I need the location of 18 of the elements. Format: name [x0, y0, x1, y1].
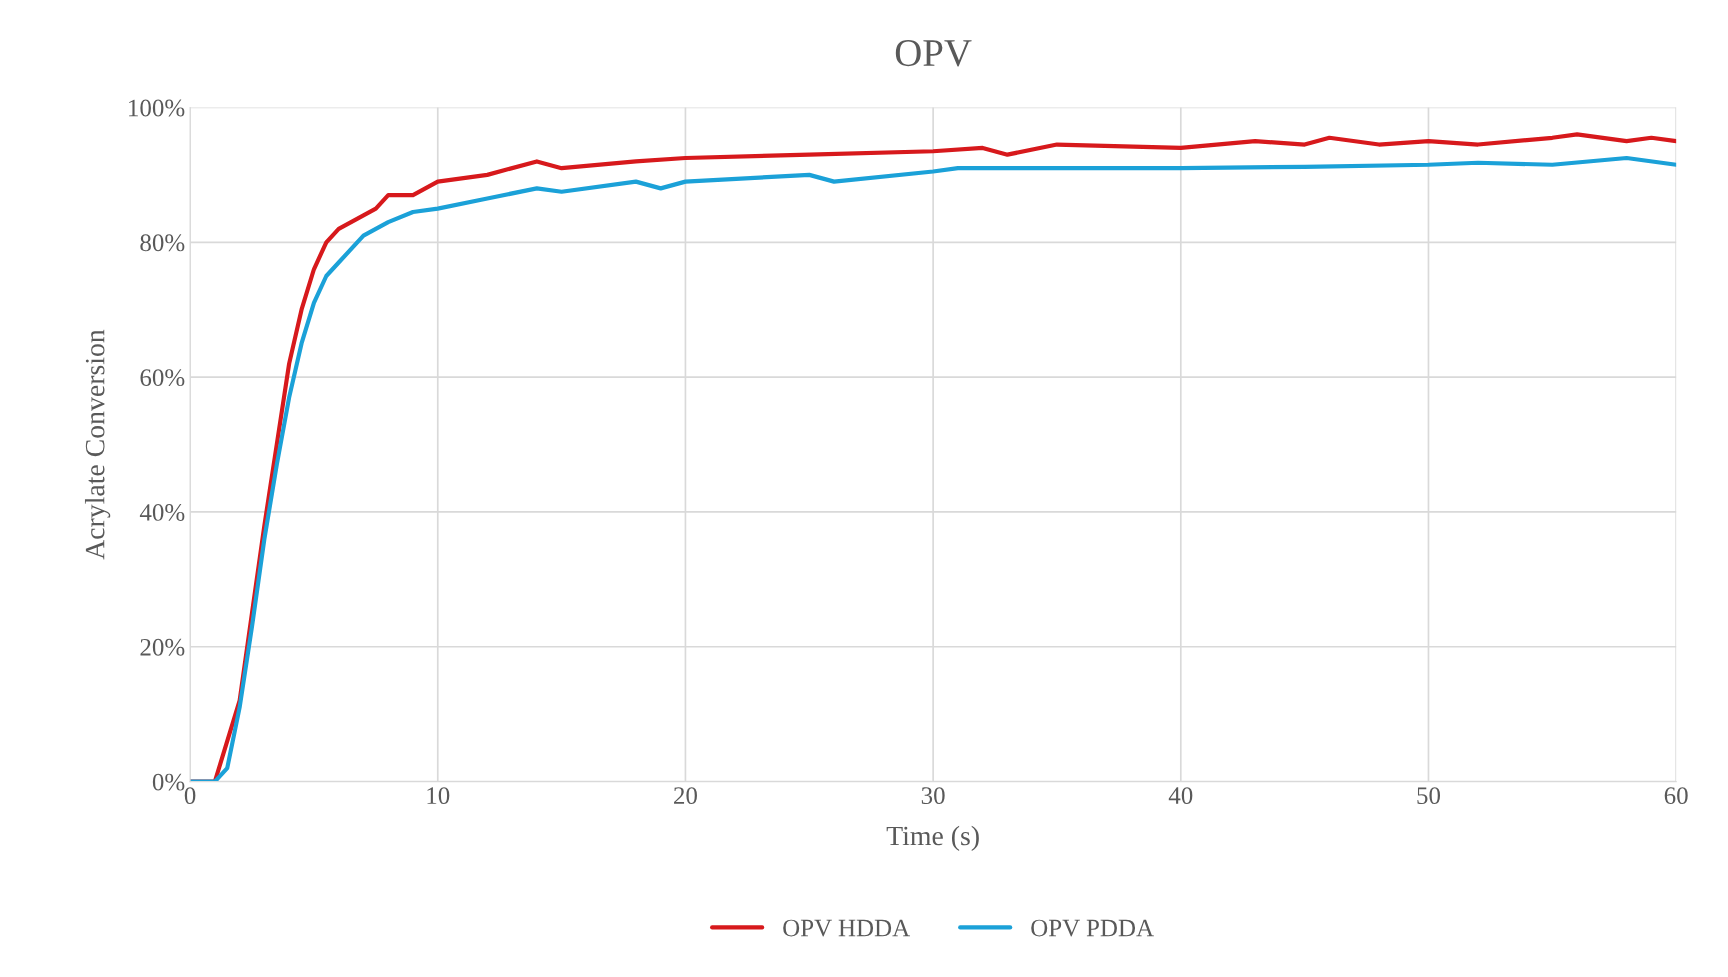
- y-tick-label: 100%: [129, 99, 185, 117]
- x-tick-label: 50: [1417, 787, 1441, 805]
- y-tick-label: 80%: [140, 234, 185, 252]
- x-tick-label: 20: [674, 787, 697, 805]
- chart-title: OPV: [895, 40, 972, 67]
- x-tick-label: 30: [921, 787, 945, 805]
- y-tick-label: 40%: [139, 504, 185, 521]
- x-tick-label: 0: [184, 787, 196, 805]
- y-tick-label: 20%: [140, 638, 185, 656]
- x-tick-label: 10: [427, 787, 450, 805]
- y-axis-title: Acrylate Conversion: [84, 329, 111, 560]
- legend-label: OPV HDDA: [783, 919, 911, 937]
- x-axis-title: Time (s): [886, 825, 979, 851]
- x-tick-label: 60: [1664, 787, 1688, 805]
- y-tick-label: 0%: [152, 773, 185, 791]
- x-tick-label: 40: [1168, 787, 1193, 805]
- y-tick-label: 60%: [140, 369, 185, 387]
- legend-label: OPV PDDA: [1031, 919, 1154, 937]
